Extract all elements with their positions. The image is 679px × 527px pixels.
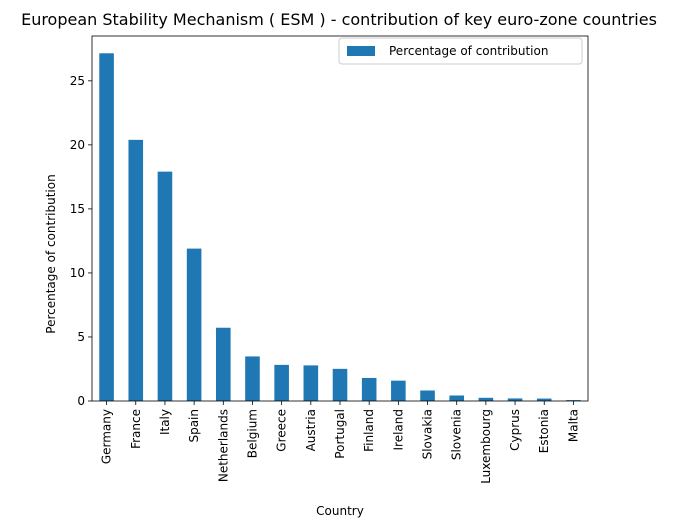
x-tick-label-italy: Italy	[158, 409, 172, 435]
x-axis-label: Country	[316, 504, 364, 518]
legend-box	[338, 37, 583, 65]
x-tick-label-austria: Austria	[304, 409, 318, 451]
bar-france	[128, 139, 144, 402]
x-tick-label-spain: Spain	[187, 409, 201, 443]
bar-italy	[157, 171, 173, 401]
bar-slovakia	[420, 390, 435, 401]
bar-austria	[303, 365, 319, 401]
bar-greece	[274, 364, 289, 401]
x-tick-label-ireland: Ireland	[391, 409, 405, 451]
plot-area: 0 5 10 15 20 25 Germany France Italy Spain Netherl…	[70, 35, 589, 484]
bar-slovenia	[449, 395, 464, 401]
y-tick-label-0: 0	[77, 394, 85, 408]
bar-ireland	[391, 380, 406, 401]
x-tick-label-luxembourg: Luxembourg	[479, 409, 493, 484]
bar-cyprus	[507, 398, 523, 401]
legend-label: Percentage of contribution	[389, 44, 548, 58]
legend-swatch	[347, 46, 375, 56]
bar-spain	[186, 248, 202, 401]
x-tick-label-greece: Greece	[275, 409, 289, 452]
bar-belgium	[245, 356, 260, 401]
y-tick-label-15: 15	[70, 202, 85, 216]
bar-malta	[566, 400, 581, 401]
x-tick-label-malta: Malta	[566, 409, 580, 442]
legend: Percentage of contribution	[338, 37, 583, 65]
bar-netherlands	[216, 327, 231, 401]
x-tick-label-france: France	[129, 409, 143, 449]
y-axis-label: Percentage of contribution	[44, 174, 58, 333]
bar-estonia	[536, 398, 552, 401]
x-tick-label-estonia: Estonia	[537, 409, 551, 453]
x-tick-label-portugal: Portugal	[333, 409, 347, 459]
chart-title: European Stability Mechanism ( ESM ) - c…	[21, 10, 657, 29]
x-tick-label-germany: Germany	[100, 409, 114, 464]
bar-germany	[99, 53, 114, 401]
x-tick-label-slovakia: Slovakia	[421, 409, 435, 459]
y-tick-label-5: 5	[77, 330, 85, 344]
x-tick-label-finland: Finland	[362, 409, 376, 452]
x-tick-label-cyprus: Cyprus	[508, 409, 522, 451]
y-tick-label-25: 25	[70, 74, 85, 88]
bar-luxembourg	[478, 397, 494, 401]
bar-portugal	[332, 368, 348, 401]
bar-finland	[361, 377, 377, 401]
x-tick-label-belgium: Belgium	[245, 409, 259, 458]
x-tick-label-slovenia: Slovenia	[450, 409, 464, 460]
x-tick-label-netherlands: Netherlands	[216, 409, 230, 482]
y-tick-label-20: 20	[70, 138, 85, 152]
y-tick-label-10: 10	[70, 266, 85, 280]
